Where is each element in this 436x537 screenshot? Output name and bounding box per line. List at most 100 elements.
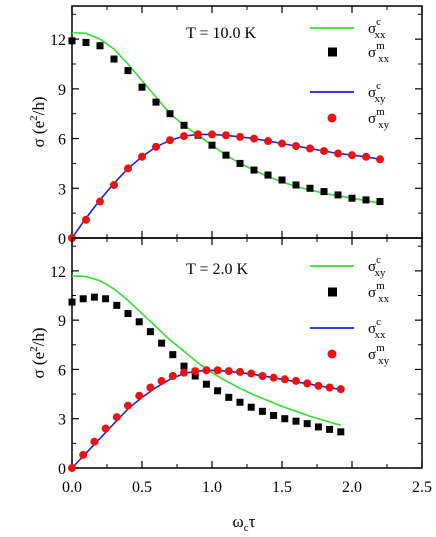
top-legend-item: σm xx [328, 40, 390, 65]
top-series-mxx-square-point [166, 110, 174, 118]
bottom-series-mxy-circle-point [168, 372, 177, 380]
bottom-legend-item: σc xx [310, 316, 386, 341]
top-series-mxy-circle-point [320, 147, 328, 155]
bottom-series-mxx-square-point [270, 411, 278, 419]
top-series-mxy-circle-point [376, 155, 384, 164]
bottom-series-mxx-square-point [79, 295, 87, 303]
bottom-series-mxx-square-point [314, 423, 322, 431]
bottom-series-mxy-circle-point [325, 383, 334, 392]
top-series-mxy-circle-point [208, 130, 216, 139]
bottom-series-mxy-circle-point [269, 373, 278, 382]
bottom-series-mxx-square-point [326, 425, 334, 433]
top-y-tick-label: 0 [58, 231, 66, 248]
bottom-series-mxy-circle-point [124, 401, 132, 410]
top-legend-swatch-circle [327, 113, 337, 123]
bottom-y-tick-label: 12 [50, 264, 66, 281]
top-series-mxx-square-point [138, 83, 146, 91]
top-annotation: T = 10.0 K [186, 25, 257, 42]
top-series-mxy-circle-point [348, 151, 356, 160]
bottom-series-mxy-circle-point [202, 366, 211, 375]
bottom-legend-label: σm xx [368, 280, 390, 305]
bottom-legend-item: σc xy [310, 254, 386, 279]
bottom-series-mxy-circle-point [224, 367, 233, 376]
top-series-mxx-square-point [96, 42, 104, 50]
x-tick-label: 1.0 [202, 479, 222, 496]
bottom-series-mxx-square-point [303, 420, 311, 428]
top-series-mxx-square-point [264, 171, 272, 179]
bottom-series-mxy-circle-point [336, 385, 345, 394]
top-y-tick-label: 3 [58, 181, 66, 198]
bottom-legend-label: σc xx [368, 316, 386, 341]
bottom-series-mxx-square-point [158, 339, 166, 347]
bottom-y-tick-label: 3 [58, 412, 66, 429]
top-series-mxy-circle-point [110, 180, 118, 189]
bottom-series-mxx-square-point [68, 298, 76, 306]
bottom-series-mxx-square-point [113, 301, 121, 309]
bottom-y-axis-label: σ (e2/h) [28, 327, 48, 378]
top-series-mxy-circle-point [278, 139, 286, 148]
top-series-mxx-square-point [236, 159, 244, 167]
bottom-legend-swatch-circle [327, 349, 337, 359]
top-series-mxy-circle-point [222, 131, 230, 140]
top-legend-label: σm xy [368, 106, 390, 131]
top-series-mxx-square-point [250, 166, 258, 174]
bottom-legend-swatch-square [328, 287, 337, 297]
top-legend-label: σm xx [368, 40, 390, 65]
bottom-legend-item: σm xy [327, 342, 390, 367]
bottom-series-mxy-circle-point [135, 391, 144, 400]
bottom-series-mxy-circle-point [68, 464, 76, 472]
top-legend-label: σc xy [368, 80, 386, 105]
bottom-series-mxy-circle-point [191, 367, 200, 376]
bottom-series-mxx-square-point [247, 403, 255, 411]
bottom-series-mxy-circle-point [146, 383, 155, 392]
bottom-series-mxx-square-point [258, 407, 266, 415]
bottom-legend-item: σm xx [328, 280, 390, 305]
top-series-mxy-circle-point [306, 144, 314, 153]
top-series-mxx-square-point [334, 191, 342, 199]
bottom-series-mxy-circle-point [101, 424, 110, 433]
bottom-annotation: T = 2.0 K [186, 261, 249, 278]
bottom-series-mxy-circle-point [303, 379, 312, 388]
bottom-series-mxy-circle-point [90, 437, 99, 446]
bottom-series-mxy-circle-point [258, 372, 267, 380]
x-axis-label: ωcτ [233, 512, 256, 534]
bottom-series-mxy-circle-point [112, 413, 121, 422]
bottom-y-tick-label: 9 [58, 313, 66, 330]
top-series-mxx-square-point [278, 176, 286, 184]
top-series-mxy-circle-point [138, 152, 146, 161]
top-legend-item: σm xy [327, 106, 390, 131]
x-tick-label: 1.5 [272, 479, 292, 496]
top-series-mxy-circle-point [292, 142, 300, 151]
bottom-series-mxx-square-point [214, 387, 222, 395]
top-series-mxx-square-point [376, 198, 384, 206]
x-tick-label: 0.0 [62, 479, 82, 496]
top-series-mxx-square-point [152, 98, 160, 106]
bottom-series-mxy-circle-point [180, 368, 188, 377]
bottom-series-mxx-square-point [202, 380, 210, 388]
bottom-series-mxx-square-point [135, 318, 143, 326]
bottom-series-mxx-square-point [191, 372, 199, 380]
bottom-series-mxx-square-point [292, 417, 300, 425]
bottom-series-mxx-square-point [124, 310, 132, 318]
x-tick-label: 2.0 [342, 479, 362, 496]
top-series-mxx-square-point [348, 194, 356, 202]
top-legend-item: σc xy [310, 80, 386, 105]
bottom-legend-label: σm xy [368, 342, 390, 367]
bottom-series-mxy-circle-point [157, 376, 166, 385]
bottom-series-mxx-square-point [337, 428, 345, 436]
top-series-mxx-square-point [292, 181, 300, 189]
bottom-series-mxx-square-point [225, 393, 233, 401]
bottom-series-mxy-circle-point [79, 450, 88, 459]
top-legend-label: σc xx [368, 16, 386, 41]
top-series-mxy-circle-point [124, 164, 132, 173]
top-series-cxy-line-line [71, 133, 381, 239]
top-series-mxx-square-point [222, 151, 230, 159]
top-series-mxy-circle-point [362, 152, 370, 161]
bottom-y-tick-label: 0 [58, 461, 66, 478]
top-series-mxy-circle-point [166, 136, 174, 145]
bottom-series-cxy-line-line [71, 275, 342, 427]
top-legend-swatch-square [328, 47, 337, 57]
top-series-mxy-circle-point [180, 132, 188, 141]
